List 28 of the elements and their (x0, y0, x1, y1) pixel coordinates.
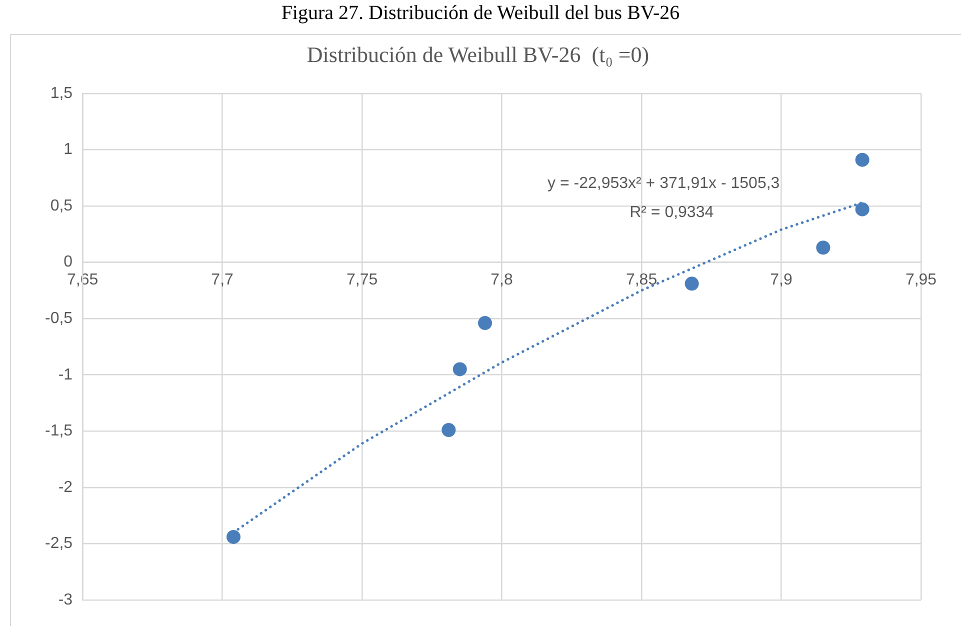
y-tick-label: -2,5 (44, 535, 73, 552)
point (226, 530, 240, 544)
x-tick-label: 7,9 (770, 271, 792, 288)
y-tick-label: 0,5 (50, 197, 73, 214)
y-tick-label: -1,5 (44, 422, 73, 440)
point (442, 423, 456, 438)
point (816, 240, 830, 255)
x-tick-label: 7,95 (905, 271, 937, 288)
y-tick-label: -0,5 (44, 310, 73, 327)
point (855, 202, 870, 216)
y-tick-label: -1 (58, 366, 73, 384)
chart-subtitle: Distribución de Weibull BV-26 (t₀ =0) (306, 42, 650, 67)
y-tick-label: -2 (58, 478, 73, 496)
x-tick-label: 7,85 (626, 271, 658, 288)
chart-title: Figura 27. Distribución de Weibull del bus BV-26 (280, 2, 681, 25)
x-tick-label: 7,8 (490, 271, 514, 288)
y-tick-label: 0 (64, 254, 73, 271)
y-tick-label: 1 (64, 141, 73, 158)
y-tick-label: -3 (58, 591, 73, 608)
point (684, 276, 699, 291)
point (855, 152, 870, 167)
x-tick-label: 7,75 (346, 271, 378, 288)
x-tick-label: 7,7 (211, 271, 234, 288)
annotation: y = -22,953x² + 371,91x - 1505,3 (548, 174, 780, 192)
point (452, 362, 467, 376)
y-tick-label: 1,5 (50, 84, 73, 102)
annotation: R² = 0,9334 (630, 204, 714, 221)
point (478, 316, 492, 330)
